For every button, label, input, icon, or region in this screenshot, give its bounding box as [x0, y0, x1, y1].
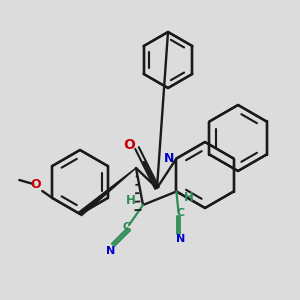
Text: C: C [123, 222, 131, 232]
Polygon shape [79, 168, 136, 216]
Text: N: N [176, 235, 185, 244]
Text: O: O [123, 138, 135, 152]
Text: N: N [164, 152, 175, 165]
Text: H: H [184, 191, 194, 204]
Text: H: H [126, 194, 136, 208]
Text: C: C [176, 208, 184, 218]
Text: O: O [30, 178, 40, 190]
Text: N: N [106, 246, 116, 256]
